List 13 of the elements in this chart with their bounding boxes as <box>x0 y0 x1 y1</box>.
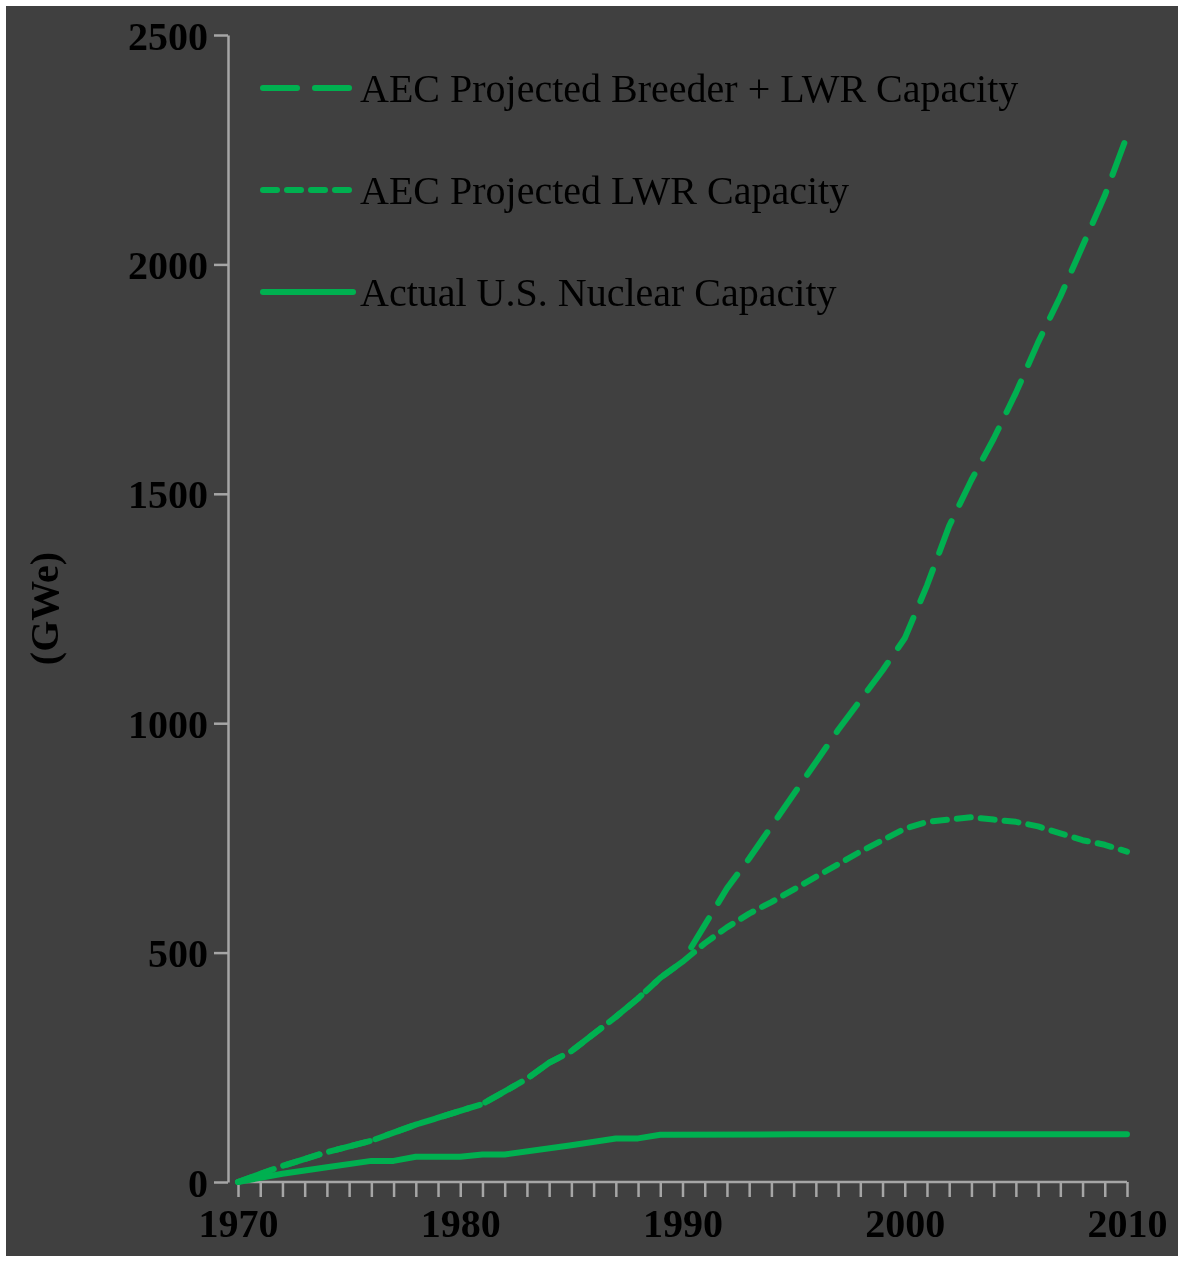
x-tick-label: 2000 <box>865 1201 946 1247</box>
y-tick-label: 1000 <box>128 701 208 747</box>
x-tick-label: 1990 <box>643 1201 723 1247</box>
legend-label: Actual U.S. Nuclear Capacity <box>360 270 837 315</box>
y-tick-label: 500 <box>148 931 208 977</box>
y-tick-label: 2000 <box>128 242 208 288</box>
legend-label: AEC Projected Breeder + LWR Capacity <box>360 66 1019 111</box>
y-tick-label: 1500 <box>128 472 208 518</box>
y-axis-title: (GWe) <box>22 551 67 666</box>
legend-label: AEC Projected LWR Capacity <box>360 168 850 213</box>
y-tick-label: 2500 <box>128 13 208 59</box>
x-tick-label: 1980 <box>420 1201 501 1247</box>
x-tick-label: 2010 <box>1087 1201 1168 1247</box>
